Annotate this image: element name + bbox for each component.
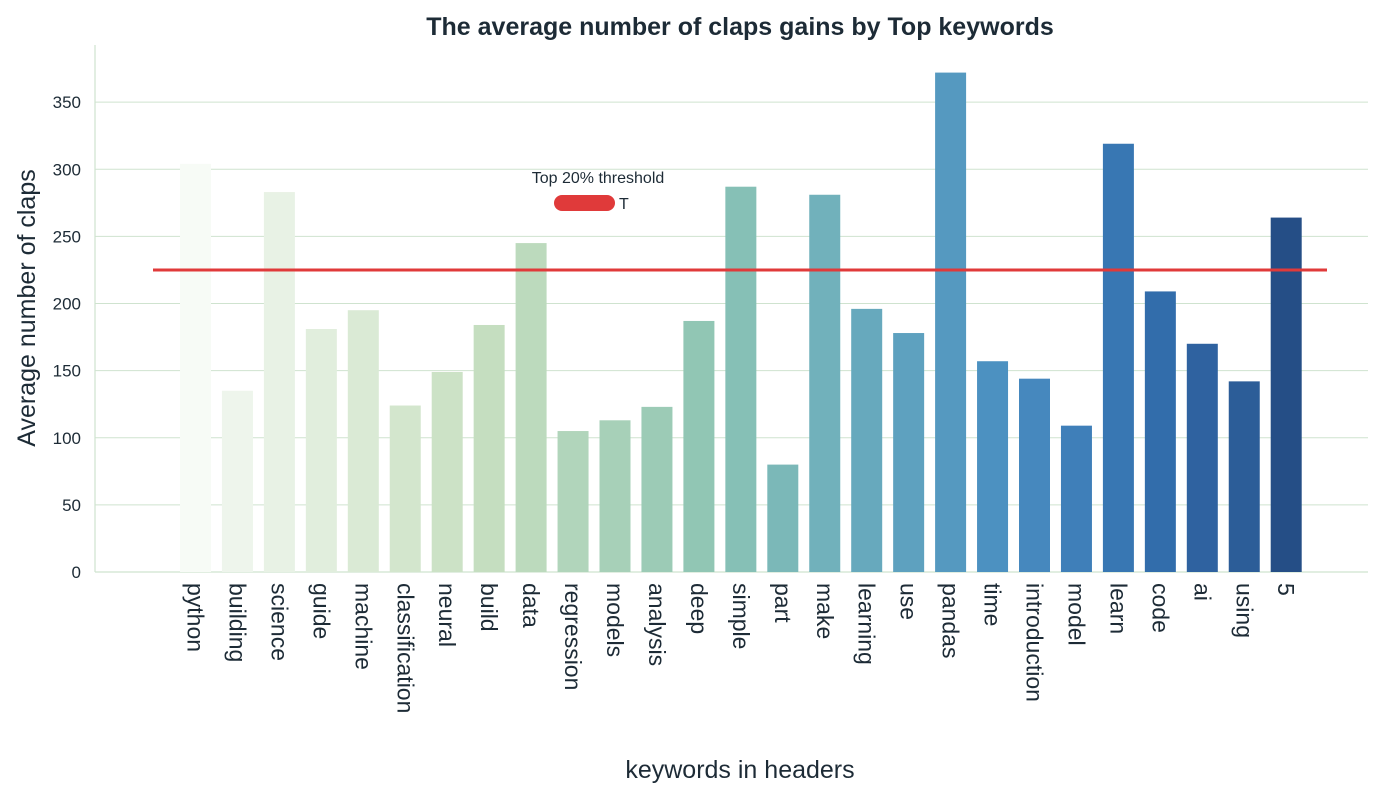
legend-title: Top 20% threshold <box>532 170 665 187</box>
x-tick-label: 5 <box>1273 583 1299 596</box>
y-tick-labels: 0 50 100 150 200 250 300 350 <box>53 93 81 582</box>
x-tick-label: machine <box>350 583 376 670</box>
x-tick-label: analysis <box>644 583 670 666</box>
x-tick-label: pandas <box>938 583 964 658</box>
x-tick-label: science <box>266 583 292 661</box>
y-tick-label: 350 <box>53 93 81 112</box>
chart-title: The average number of claps gains by Top… <box>426 13 1054 41</box>
x-tick-label: deep <box>686 583 712 634</box>
x-tick-label: code <box>1147 583 1173 633</box>
x-tick-label: build <box>476 583 502 632</box>
bar <box>935 72 967 572</box>
legend: Top 20% threshold T <box>532 170 665 213</box>
bar <box>557 431 589 572</box>
x-tick-label: learning <box>854 583 880 665</box>
y-tick-label: 100 <box>53 429 81 448</box>
bar <box>347 310 379 572</box>
x-tick-label: neural <box>434 583 460 647</box>
y-tick-label: 250 <box>53 227 81 246</box>
x-tick-label: model <box>1063 583 1089 646</box>
y-tick-label: 150 <box>53 362 81 381</box>
bar <box>683 320 715 572</box>
bar <box>893 333 925 572</box>
bar <box>263 192 295 572</box>
x-tick-label: models <box>602 583 628 657</box>
bar <box>305 329 337 572</box>
bar <box>1228 381 1260 572</box>
bar <box>725 186 757 572</box>
x-tick-label: building <box>224 583 250 662</box>
bar <box>851 308 883 572</box>
bar <box>977 361 1009 572</box>
legend-entry: T <box>619 196 629 213</box>
x-tick-label: ai <box>1189 583 1215 601</box>
y-tick-label: 50 <box>62 496 81 515</box>
x-tick-label: part <box>770 583 796 623</box>
x-tick-label: using <box>1231 583 1257 638</box>
x-tick-label: use <box>896 583 922 620</box>
x-tick-label: learn <box>1105 583 1131 634</box>
bars <box>180 72 1302 572</box>
bar <box>809 194 841 572</box>
y-tick-label: 200 <box>53 295 81 314</box>
bar <box>1102 143 1134 572</box>
x-tick-label: python <box>183 583 209 652</box>
x-tick-label: time <box>980 583 1006 626</box>
x-tick-label: guide <box>308 583 334 639</box>
bar <box>641 406 673 572</box>
bar <box>767 464 799 572</box>
y-tick-label: 0 <box>72 563 81 582</box>
y-tick-label: 300 <box>53 160 81 179</box>
x-tick-label: make <box>812 583 838 639</box>
x-tick-labels: python building science guide machine classif… <box>183 583 1300 713</box>
x-tick-label: introduction <box>1022 583 1048 702</box>
bar <box>1270 217 1302 572</box>
bar <box>1019 378 1050 572</box>
x-tick-label: regression <box>560 583 586 690</box>
x-tick-label: simple <box>728 583 754 649</box>
bar <box>1186 343 1218 572</box>
bar <box>221 390 253 572</box>
x-tick-label: classification <box>392 583 418 713</box>
bar <box>1060 425 1092 572</box>
bar <box>473 324 505 572</box>
x-tick-label: data <box>518 583 544 628</box>
bar <box>180 163 211 572</box>
bar <box>1144 291 1176 572</box>
bar <box>389 405 421 572</box>
bar <box>599 420 631 572</box>
y-axis-title: Average number of claps <box>13 169 41 446</box>
x-axis-title: keywords in headers <box>625 756 854 784</box>
bar <box>515 243 547 572</box>
bar <box>431 371 463 572</box>
